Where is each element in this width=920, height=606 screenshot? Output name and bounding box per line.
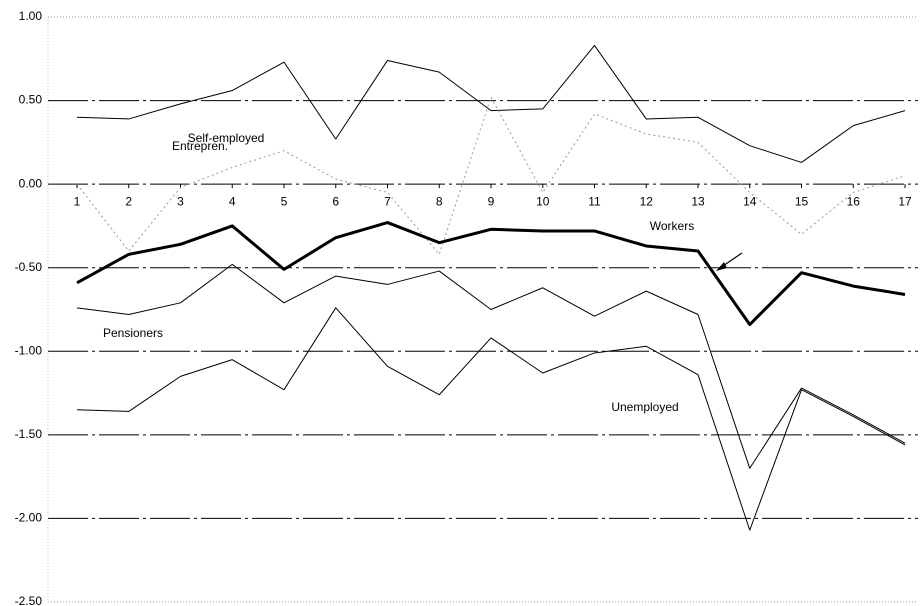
- x-tick-label: 10: [536, 194, 550, 208]
- y-tick-label: 0.50: [19, 93, 43, 107]
- x-tick-label: 14: [743, 194, 757, 208]
- x-tick-label: 1: [74, 194, 81, 208]
- series-line: [76, 221, 906, 327]
- x-tick-label: 16: [847, 194, 861, 208]
- x-tick-label: 4: [229, 194, 236, 208]
- x-tick-label: 15: [795, 194, 809, 208]
- x-tick-label: 6: [332, 194, 339, 208]
- series-line: [76, 44, 906, 163]
- series-label: Workers: [650, 219, 694, 233]
- series-label: Self-employed: [188, 131, 265, 145]
- x-tick-label: 13: [691, 194, 705, 208]
- x-tick-label: 5: [281, 194, 288, 208]
- x-tick-label: 17: [898, 194, 912, 208]
- series-line: [76, 263, 906, 469]
- y-tick-label: -1.00: [15, 343, 43, 357]
- y-tick-label: 1.00: [19, 9, 43, 23]
- series-label: Unemployed: [611, 400, 678, 414]
- x-tick-label: 8: [436, 194, 443, 208]
- arrow-head: [716, 262, 727, 271]
- y-tick-label: -2.00: [15, 511, 43, 525]
- x-tick-label: 3: [177, 194, 184, 208]
- x-tick-label: 11: [588, 194, 601, 208]
- series-label: Entrepren.: [172, 139, 228, 153]
- y-tick-label: -2.50: [15, 594, 43, 606]
- series-label: Pensioners: [103, 326, 163, 340]
- x-tick-label: 2: [125, 194, 132, 208]
- x-tick-label: 12: [640, 194, 654, 208]
- series-line: [76, 307, 906, 531]
- y-tick-label: 0.00: [19, 176, 43, 190]
- x-tick-label: 9: [488, 194, 495, 208]
- y-tick-label: -0.50: [15, 260, 43, 274]
- y-tick-label: -1.50: [15, 427, 43, 441]
- x-tick-label: 7: [384, 194, 391, 208]
